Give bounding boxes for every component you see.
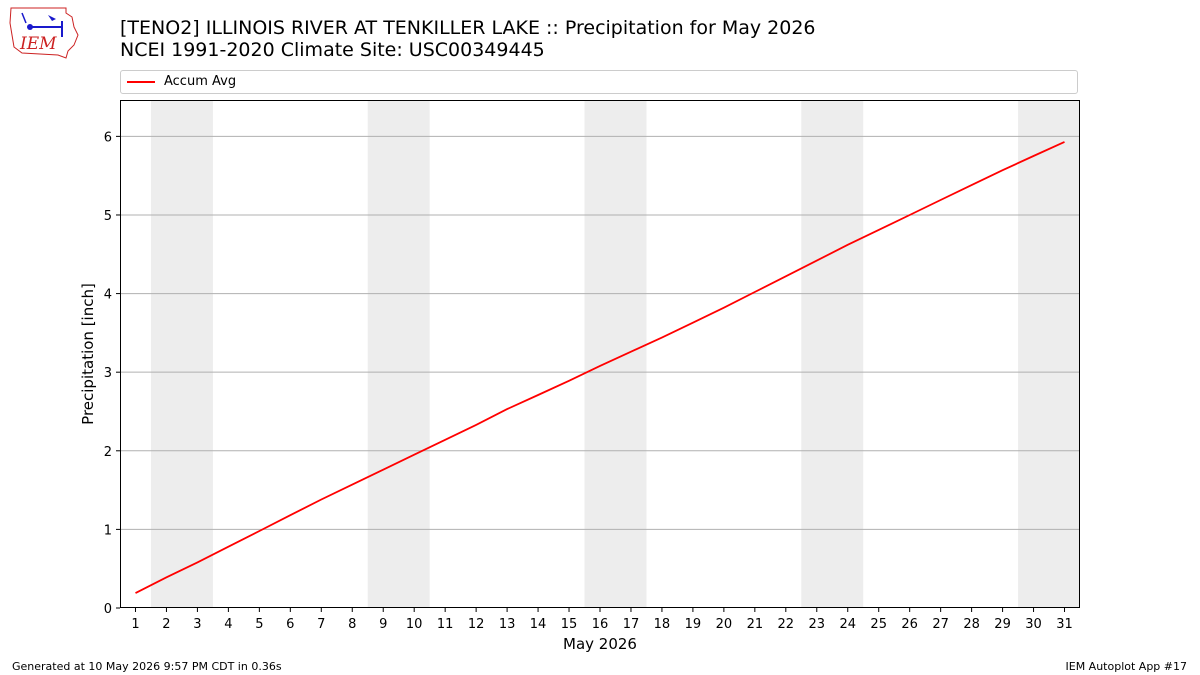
x-tick-label: 6 <box>286 617 294 632</box>
x-tick-label: 11 <box>437 617 454 632</box>
x-tick-label: 20 <box>716 617 733 632</box>
chart-title: [TENO2] ILLINOIS RIVER AT TENKILLER LAKE… <box>120 17 816 61</box>
x-tick-label: 12 <box>468 617 485 632</box>
plot-frame <box>120 100 1080 608</box>
x-tick-label: 26 <box>901 617 918 632</box>
title-line-1: [TENO2] ILLINOIS RIVER AT TENKILLER LAKE… <box>120 17 816 39</box>
x-tick-label: 25 <box>870 617 887 632</box>
weekend-band <box>1018 101 1080 608</box>
y-tick-label: 6 <box>104 130 112 145</box>
logo-text: IEM <box>19 34 57 54</box>
x-tick-label: 15 <box>561 617 578 632</box>
x-tick-label: 19 <box>685 617 702 632</box>
x-tick-label: 30 <box>1025 617 1042 632</box>
y-tick-label: 1 <box>104 523 112 538</box>
x-tick-label: 29 <box>994 617 1011 632</box>
x-tick-label: 2 <box>162 617 170 632</box>
iem-logo: IEM <box>9 7 79 59</box>
x-tick-label: 28 <box>963 617 980 632</box>
y-tick-label: 3 <box>104 366 112 381</box>
y-tick-label: 4 <box>104 288 112 303</box>
weekend-band <box>584 101 647 608</box>
generated-timestamp: Generated at 10 May 2026 9:57 PM CDT in … <box>12 660 282 673</box>
x-tick-label: 31 <box>1056 617 1073 632</box>
x-tick-label: 18 <box>654 617 671 632</box>
x-tick-label: 8 <box>348 617 356 632</box>
x-axis-label: May 2026 <box>563 635 637 653</box>
legend-label-accum-avg: Accum Avg <box>164 74 237 89</box>
legend-swatch-accum-avg <box>127 81 155 83</box>
weekend-band <box>367 101 430 608</box>
x-tick-label: 21 <box>747 617 764 632</box>
x-tick-label: 17 <box>623 617 640 632</box>
legend: Accum Avg <box>120 70 1078 94</box>
y-tick-label: 5 <box>104 209 112 224</box>
y-axis-label: Precipitation [inch] <box>79 283 97 425</box>
weekend-band <box>801 101 864 608</box>
x-tick-label: 3 <box>193 617 201 632</box>
x-tick-label: 5 <box>255 617 263 632</box>
x-tick-label: 23 <box>809 617 826 632</box>
x-tick-label: 27 <box>932 617 949 632</box>
series-line-accum-avg <box>135 141 1065 594</box>
x-tick-label: 16 <box>592 617 609 632</box>
x-tick-label: 9 <box>379 617 387 632</box>
x-tick-label: 10 <box>406 617 423 632</box>
x-tick-label: 14 <box>530 617 547 632</box>
x-tick-label: 7 <box>317 617 325 632</box>
x-tick-label: 24 <box>839 617 856 632</box>
title-line-2: NCEI 1991-2020 Climate Site: USC00349445 <box>120 39 545 61</box>
x-tick-label: 13 <box>499 617 516 632</box>
y-tick-label: 0 <box>104 602 112 617</box>
x-tick-label: 4 <box>224 617 232 632</box>
autoplot-app-label: IEM Autoplot App #17 <box>1065 660 1188 673</box>
y-tick-label: 2 <box>104 445 112 460</box>
x-tick-label: 22 <box>778 617 795 632</box>
weekend-band <box>150 101 213 608</box>
x-tick-label: 1 <box>131 617 139 632</box>
